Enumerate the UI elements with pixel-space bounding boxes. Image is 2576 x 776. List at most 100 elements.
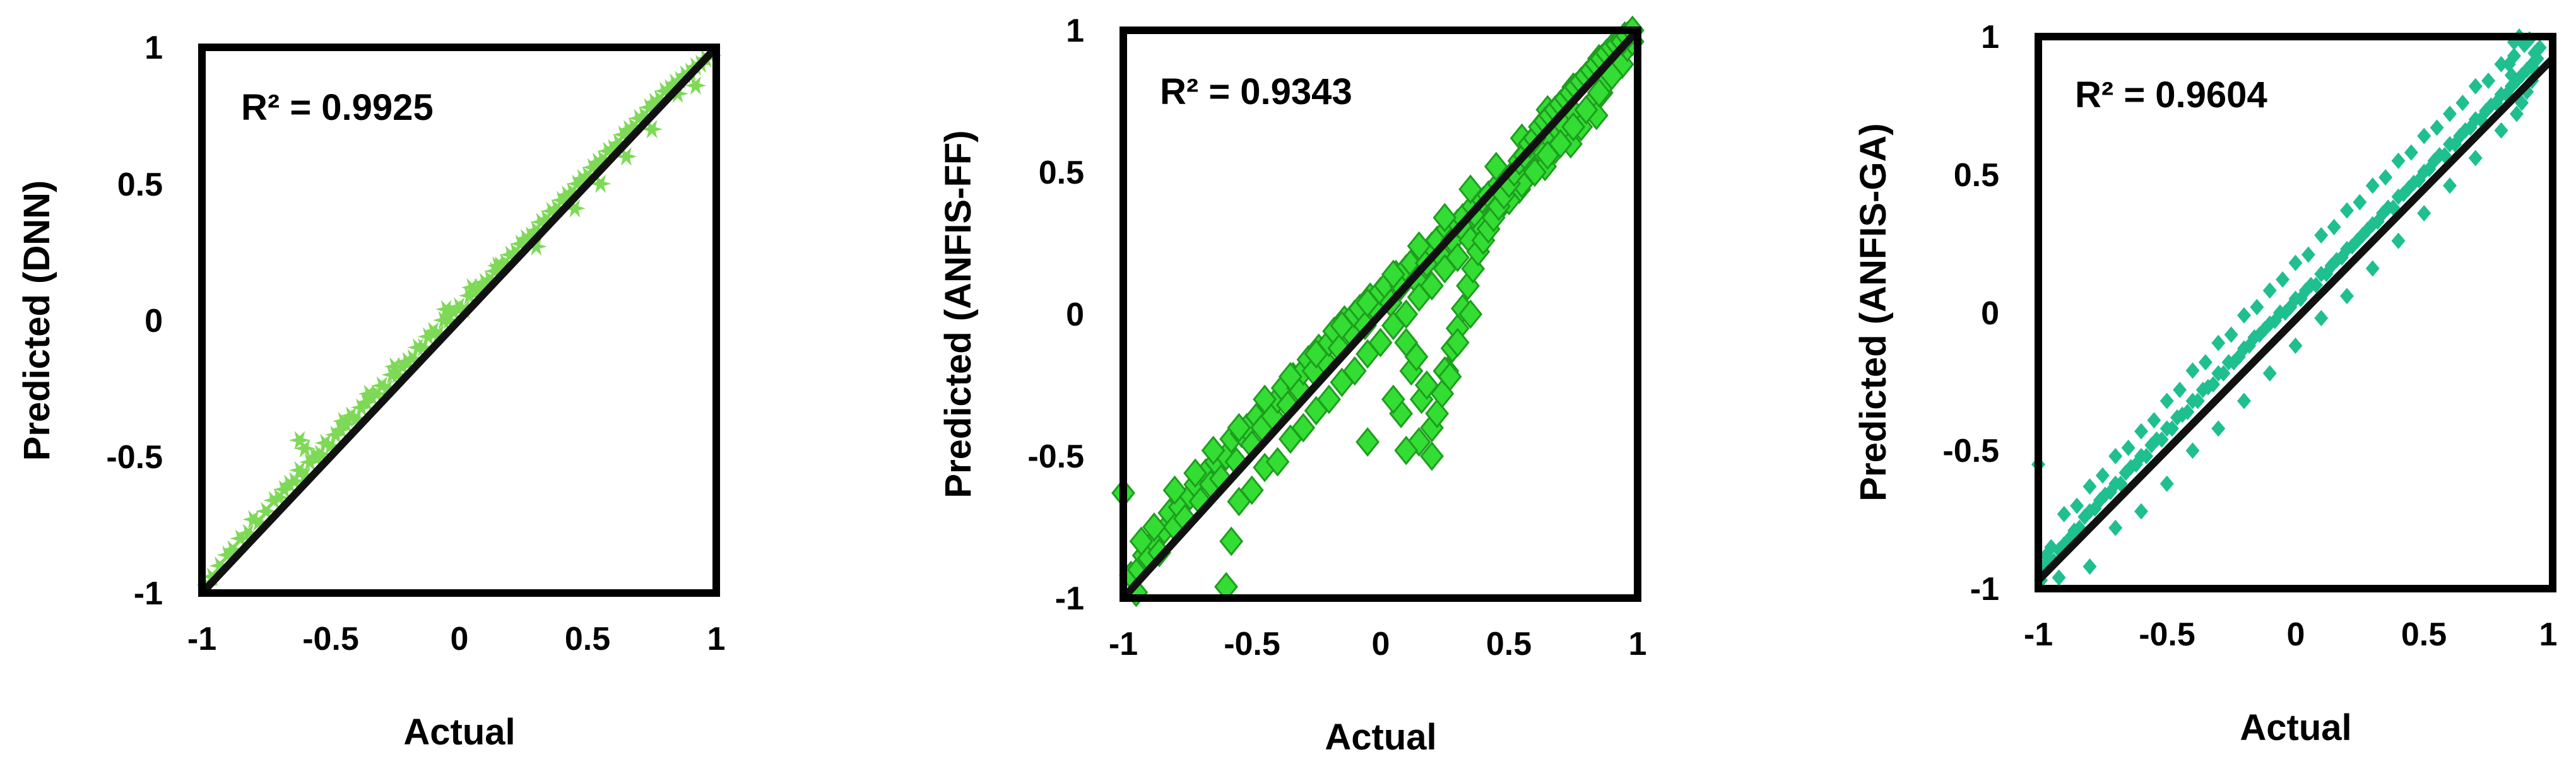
data-point [222, 540, 244, 559]
x-tick-label: -1 [2024, 616, 2053, 653]
data-point [2224, 326, 2238, 343]
data-point [2198, 354, 2213, 371]
y-ticks-dnn: -1 -0.5 0 0.5 1 [106, 30, 163, 612]
plot-frame-anfis-ff [1120, 26, 1641, 602]
data-point [435, 300, 458, 319]
y-tick-label: -0.5 [106, 439, 163, 476]
plot-frame-dnn [198, 44, 720, 597]
data-point [1420, 441, 1444, 471]
data-point [2159, 392, 2174, 409]
fit-line-dnn [199, 44, 719, 596]
data-point [278, 474, 300, 493]
data-point [358, 384, 380, 403]
y-tick-label: 1 [1066, 13, 1084, 49]
data-point [628, 109, 650, 128]
y-tick-label: -1 [1970, 571, 1999, 608]
data-point [2173, 382, 2187, 398]
data-point [2481, 73, 2496, 89]
data-point [1219, 526, 1244, 556]
data-point [515, 229, 537, 248]
data-point [1304, 339, 1328, 369]
x-tick-label: -0.5 [2139, 616, 2195, 653]
data-point [2262, 365, 2277, 382]
data-point [2417, 127, 2431, 144]
x-ticks-anfis-ff: -1 -0.5 0 0.5 1 [1109, 626, 1647, 662]
data-point [566, 174, 588, 193]
data-point [2378, 169, 2393, 186]
data-point [525, 237, 547, 256]
y-tick-label: 0.5 [1954, 157, 1999, 194]
data-point [2504, 67, 2519, 84]
r-squared-label-anfis-ga: R² = 0.9604 [2075, 74, 2267, 115]
data-point [2468, 78, 2483, 95]
data-point [1574, 95, 1598, 125]
panel-anfis-ga: -1 -0.5 0 0.5 1 -1 -0.5 0 0.5 1 Actual P… [1853, 19, 2557, 748]
y-axis-title-anfis-ff: Predicted (ANFIS-FF) [938, 130, 979, 498]
data-point [639, 98, 660, 117]
y-tick-label: -0.5 [1027, 438, 1084, 475]
data-point [608, 133, 630, 153]
data-point [1445, 327, 1470, 358]
data-point [2185, 442, 2200, 459]
data-point [2108, 519, 2123, 536]
plot-frame-anfis-ga [2035, 33, 2556, 592]
y-axis-title-anfis-ga: Predicted (ANFIS-GA) [1853, 123, 1894, 501]
data-point [1183, 458, 1208, 488]
data-point [340, 406, 362, 425]
data-point [556, 185, 578, 204]
data-point [551, 191, 573, 209]
data-point [2211, 420, 2226, 437]
data-point [1523, 157, 1547, 187]
data-point [2180, 404, 2195, 420]
data-point [263, 491, 285, 510]
data-point [2391, 232, 2406, 249]
data-point [618, 120, 640, 139]
data-point [1162, 475, 1187, 505]
data-point [1445, 242, 1470, 273]
panel-anfis-ff: -1 -0.5 0 0.5 1 -1 -0.5 0 0.5 1 Actual P… [938, 13, 1646, 758]
data-point [530, 213, 552, 232]
x-axis-title-anfis-ga: Actual [2240, 707, 2351, 748]
y-ticks-anfis-ga: -1 -0.5 0 0.5 1 [1942, 19, 1999, 608]
data-point [2070, 497, 2084, 514]
data-point [371, 376, 393, 395]
y-tick-label: 0 [1981, 295, 1999, 332]
fit-line-anfis-ff [1120, 27, 1641, 601]
data-point [1433, 203, 1457, 233]
x-tick-label: 1 [1629, 626, 1647, 662]
data-point [577, 166, 599, 185]
data-point [384, 357, 406, 376]
data-point [2185, 362, 2200, 379]
data-point [2121, 439, 2136, 456]
data-point [654, 81, 676, 100]
x-tick-label: 0.5 [565, 621, 610, 657]
data-point [1394, 435, 1419, 466]
data-point [314, 433, 336, 452]
data-point [2216, 365, 2231, 382]
data-point [1342, 356, 1367, 386]
data-point [2404, 144, 2418, 161]
data-point [230, 529, 252, 548]
data-point [494, 254, 516, 273]
data-point [2083, 478, 2097, 495]
y-tick-label: -1 [1055, 580, 1084, 617]
data-point [649, 90, 671, 109]
points-dnn [196, 46, 722, 594]
data-point [448, 297, 470, 316]
data-point [1420, 271, 1444, 301]
r-squared-label-dnn: R² = 0.9925 [241, 87, 434, 128]
panel-dnn: -1 -0.5 0 0.5 1 -1 -0.5 0 0.5 1 Actual P… [16, 30, 725, 753]
data-point [2262, 282, 2277, 299]
data-point [417, 327, 439, 346]
x-ticks-dnn: -1 -0.5 0 0.5 1 [187, 621, 726, 657]
y-tick-label: 1 [1981, 19, 1999, 56]
data-point [2494, 122, 2508, 139]
data-point [283, 472, 305, 491]
data-point [2468, 150, 2483, 167]
data-point [589, 174, 612, 193]
data-point [1394, 299, 1419, 329]
data-point [2139, 448, 2154, 464]
data-point [376, 379, 398, 398]
data-point [1356, 427, 1380, 457]
